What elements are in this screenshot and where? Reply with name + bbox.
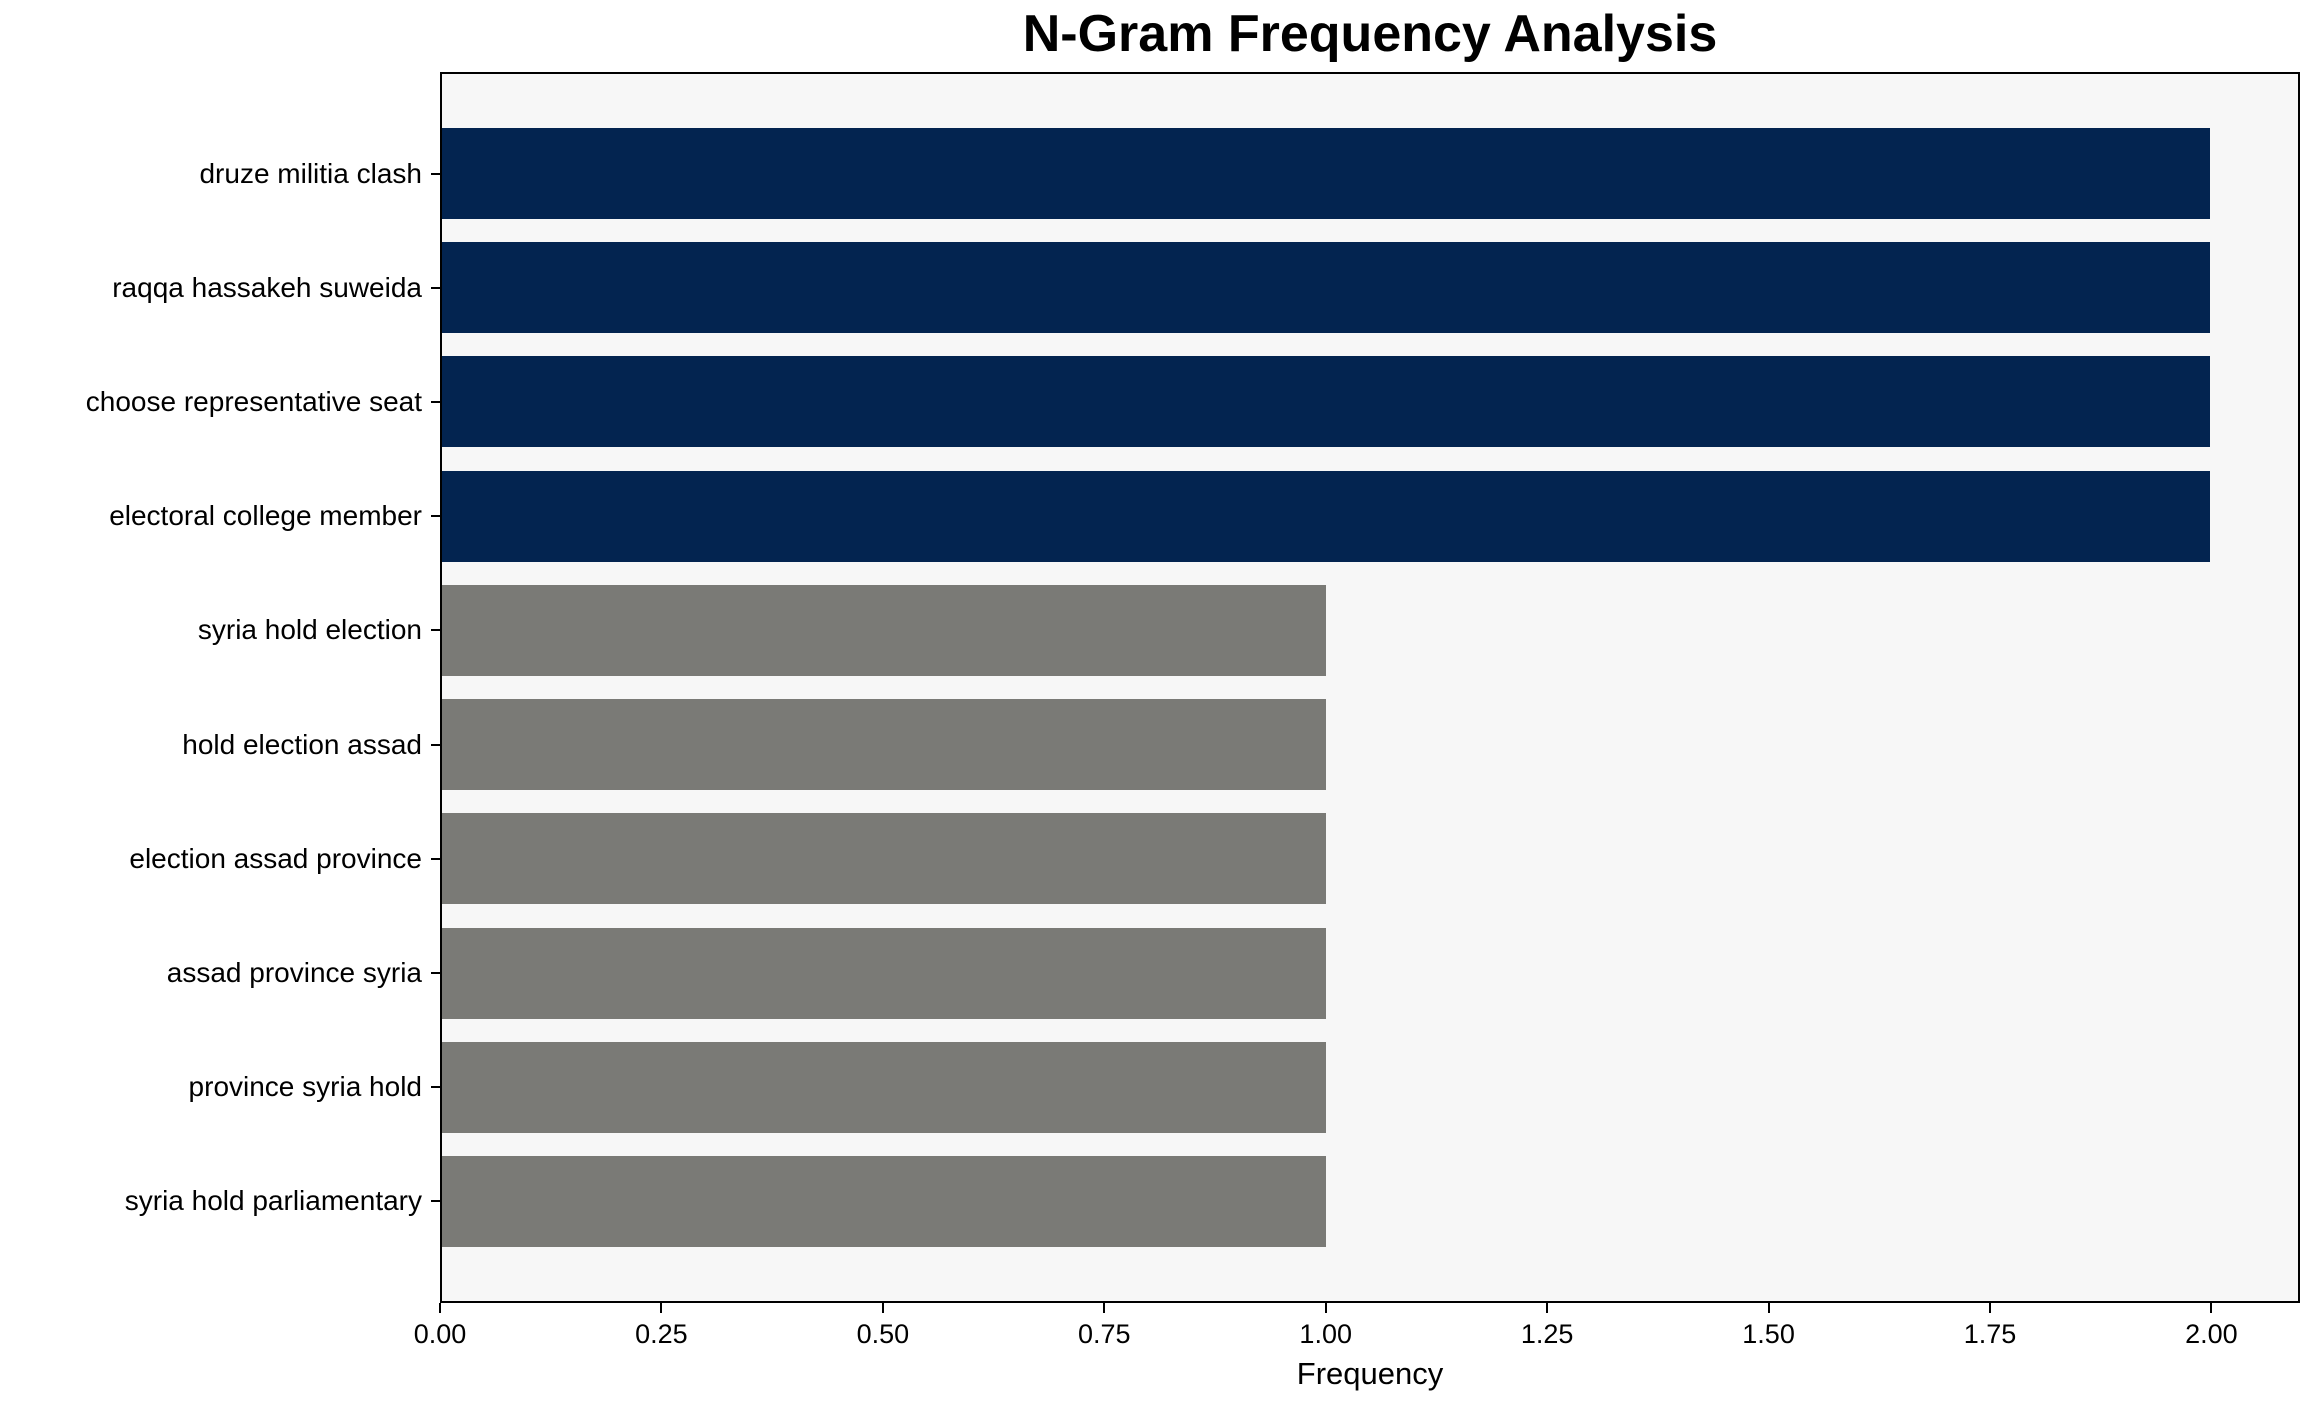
bar [442, 584, 1326, 676]
y-tick-row: electoral college member [0, 471, 440, 562]
x-axis-title: Frequency [1296, 1356, 1444, 1391]
bar-row [442, 470, 2298, 562]
y-tick-mark [431, 1200, 440, 1203]
y-tick-row: druze militia clash [0, 128, 440, 219]
x-tick-mark [2210, 1303, 2213, 1313]
y-tick-mark [431, 1086, 440, 1089]
x-tick-mark [1767, 1303, 1770, 1313]
y-tick-mark [431, 743, 440, 746]
x-tick-label: 0.75 [1078, 1319, 1131, 1349]
y-tick-row: syria hold parliamentary [0, 1156, 440, 1247]
x-tick-label: 0.00 [413, 1319, 467, 1349]
y-tick-row: hold election assad [0, 699, 440, 790]
bar-row [442, 242, 2298, 334]
y-tick-mark [431, 629, 440, 632]
bar-row [442, 1155, 2298, 1247]
x-tick-mark [1546, 1303, 1549, 1313]
bar [442, 1041, 1326, 1133]
y-tick-mark [431, 515, 440, 518]
y-tick-mark [431, 972, 440, 975]
y-tick-label: assad province syria [166, 957, 422, 989]
y-tick-label: druze militia clash [199, 157, 422, 189]
bar-row [442, 128, 2298, 219]
x-tick-mark [1989, 1303, 1991, 1313]
bar [442, 1155, 1326, 1247]
x-tick-label: 1.75 [1963, 1319, 2017, 1349]
y-tick-label: hold election assad [182, 728, 422, 760]
y-tick-mark [431, 172, 440, 175]
y-axis-labels: druze militia clash raqqa hassakeh suweid… [0, 72, 440, 1303]
bar [442, 927, 1326, 1019]
x-tick-mark [1103, 1303, 1106, 1313]
bar [442, 470, 2210, 562]
bar-series [442, 128, 2298, 1247]
plot-area [440, 72, 2300, 1303]
bar [442, 242, 2210, 334]
bar-row [442, 356, 2298, 448]
y-tick-row: syria hold election [0, 585, 440, 676]
y-tick-mark [431, 286, 440, 289]
bar [442, 128, 2210, 219]
y-tick-label: syria hold parliamentary [124, 1185, 422, 1217]
y-tick-mark [431, 400, 440, 403]
y-tick-row: choose representative seat [0, 356, 440, 447]
bar-row [442, 699, 2298, 791]
bar-row [442, 927, 2298, 1019]
y-tick-label: raqqa hassakeh suweida [112, 271, 422, 303]
chart-title: N-Gram Frequency Analysis [1022, 5, 1718, 63]
x-tick-mark [660, 1303, 663, 1313]
y-tick-label: electoral college member [109, 500, 422, 532]
bar-row [442, 813, 2298, 905]
x-tick-mark [439, 1303, 441, 1313]
y-tick-label: election assad province [129, 842, 422, 874]
y-tick-row: election assad province [0, 813, 440, 904]
bar [442, 356, 2210, 448]
bar-row [442, 1041, 2298, 1133]
bar [442, 699, 1326, 791]
y-tick-mark [431, 857, 440, 860]
x-tick-label: 1.25 [1520, 1319, 1574, 1349]
x-tick-label: 0.25 [635, 1319, 688, 1349]
x-tick-label: 1.00 [1299, 1319, 1352, 1349]
y-tick-row: province syria hold [0, 1042, 440, 1133]
x-tick-mark [881, 1303, 884, 1313]
x-tick-label: 1.50 [1742, 1319, 1795, 1349]
x-tick-mark [1324, 1303, 1327, 1313]
y-tick-label: province syria hold [188, 1071, 422, 1103]
y-tick-row: assad province syria [0, 928, 440, 1019]
x-tick-label: 2.00 [2185, 1319, 2238, 1349]
y-tick-label: choose representative seat [85, 385, 422, 417]
x-tick-label: 0.50 [856, 1319, 910, 1349]
bar [442, 813, 1326, 905]
y-tick-label: syria hold election [197, 614, 422, 646]
bar-row [442, 584, 2298, 676]
y-tick-row: raqqa hassakeh suweida [0, 242, 440, 333]
